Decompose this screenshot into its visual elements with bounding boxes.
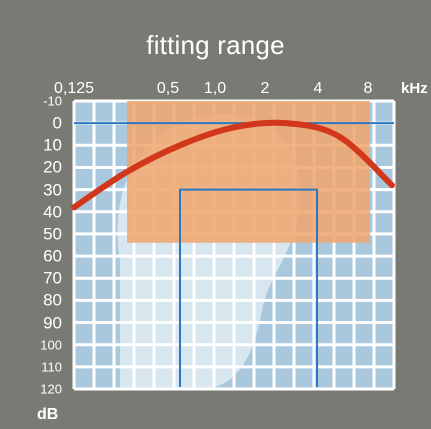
x-axis-label: 8 <box>363 80 373 97</box>
y-axis-label: 60 <box>43 246 62 266</box>
y-axis-label: -10 <box>43 93 62 109</box>
y-axis-label: 120 <box>40 381 62 397</box>
y-axis-label: 10 <box>43 135 62 155</box>
y-axis-label: 80 <box>43 290 62 310</box>
y-axis-label: 40 <box>43 202 62 222</box>
x-axis-label: 0,125 <box>53 80 95 97</box>
x-axis-label: 2 <box>260 80 270 97</box>
y-axis-label: 30 <box>43 180 62 200</box>
y-axis-label: 20 <box>43 157 62 177</box>
fitting-curve <box>71 119 395 211</box>
x-axis-label: 0,5 <box>156 80 180 97</box>
y-axis-label: 70 <box>43 268 62 288</box>
x-axis-label: 4 <box>313 80 323 97</box>
chart-title: fitting range <box>146 30 285 60</box>
x-axis-label: 1,0 <box>203 80 227 97</box>
y-axis-label: 0 <box>52 113 62 133</box>
x-axis-unit: kHz <box>401 80 428 97</box>
y-axis-label: 100 <box>40 337 62 353</box>
ear-canal-bracket <box>179 188 319 387</box>
y-axis-label: 110 <box>41 359 62 375</box>
y-axis-unit: dB <box>37 406 59 423</box>
y-axis-label: 90 <box>43 313 62 333</box>
y-axis-label: 50 <box>43 224 62 244</box>
